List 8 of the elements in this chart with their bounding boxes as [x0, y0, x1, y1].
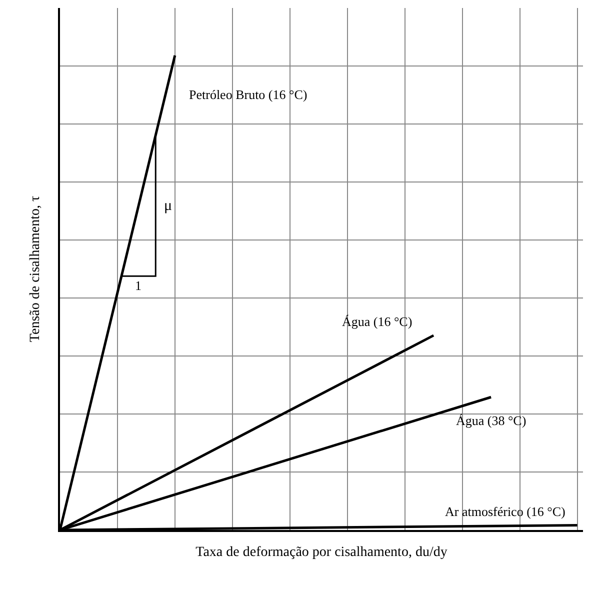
series-label: Petróleo Bruto (16 °C) — [189, 87, 308, 102]
x-axis-title: Taxa de deformação por cisalhamento, du/dy — [196, 544, 448, 560]
series-label: Ar atmosférico (16 °C) — [445, 504, 566, 519]
annotation: μ — [164, 198, 172, 214]
series-label: Água (38 °C) — [456, 413, 526, 428]
annotation: 1 — [135, 278, 142, 293]
y-axis-title: Tensão de cisalhamento, τ — [28, 196, 44, 342]
series-label: Água (16 °C) — [342, 314, 412, 329]
